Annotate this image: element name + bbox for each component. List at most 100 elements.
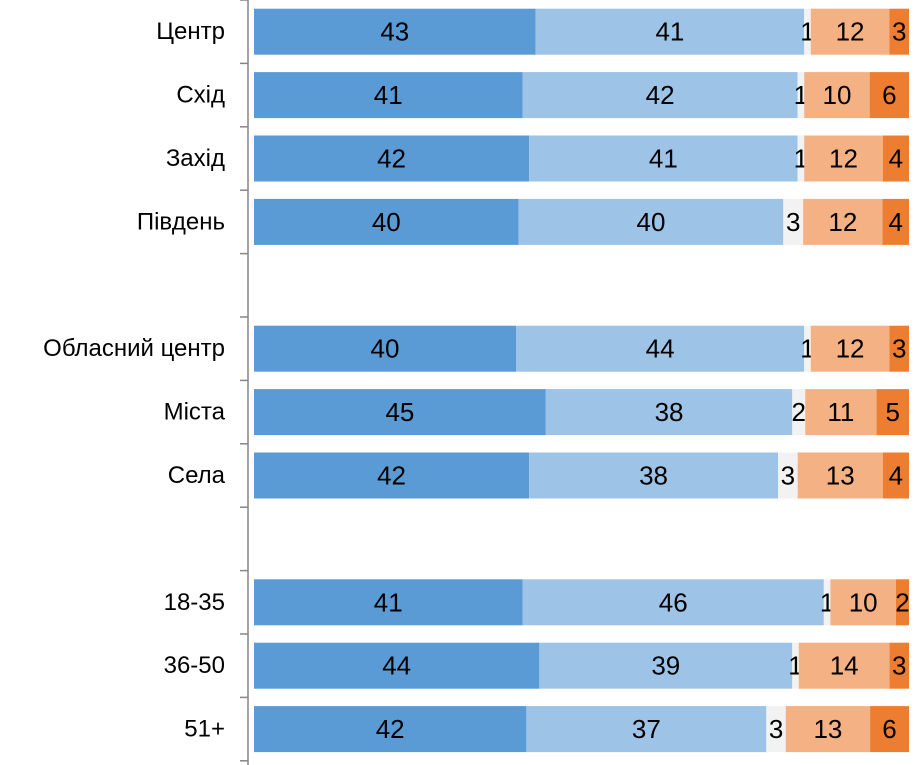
bar-segment [889,642,909,689]
category-label: Захід [166,145,225,172]
bar-segment [810,325,890,372]
data-label: 14 [830,651,859,681]
axis-ticks [240,0,248,762]
bar-segment [882,135,909,182]
data-label: 3 [892,334,906,364]
bar-segment [254,706,527,753]
bar-segment [798,642,890,689]
data-label: 41 [649,144,678,174]
bar-segment [869,72,909,119]
data-label: 41 [655,17,684,47]
data-label: 12 [828,207,857,237]
bar-segment [254,8,536,55]
data-label: 3 [786,207,800,237]
bar-segment [535,8,805,55]
bar-segment [522,72,798,119]
bar-segment [529,452,778,499]
bar-segment [889,325,909,372]
bar-segment [254,72,523,119]
bar-segment [516,325,805,372]
data-label: 43 [380,17,409,47]
category-label: Міста [164,399,226,426]
data-label: 6 [882,80,896,110]
data-label: 40 [637,207,666,237]
bar-segment [830,579,896,626]
data-label: 44 [646,334,675,364]
category-label: Села [168,462,226,489]
data-label: 3 [781,461,795,491]
data-label: 38 [639,461,668,491]
bar-segment [518,198,784,245]
data-label: 2 [895,587,909,617]
bar-segment [804,8,811,55]
data-label: 13 [813,714,842,744]
bar-segment [254,198,519,245]
bar-segment [882,198,909,245]
bar-segment [539,642,793,689]
bar-segment [805,389,877,436]
data-label: 12 [836,334,865,364]
data-label: 39 [651,651,680,681]
category-label: Схід [176,82,225,109]
data-label: 41 [374,587,403,617]
bar-segment [526,706,767,753]
bar-segment [876,389,909,436]
data-label: 38 [655,397,684,427]
data-label: 11 [827,397,854,427]
bar-segment [797,135,805,182]
bar-segment [778,452,798,499]
bar-segment [783,198,804,245]
data-label: 6 [882,714,896,744]
bar-segment [895,579,909,626]
data-label: 40 [371,334,400,364]
bar-segment [254,579,523,626]
data-label: 3 [892,17,906,47]
bar-segment [870,706,909,753]
bar-segment [803,198,883,245]
data-label: 37 [632,714,661,744]
category-label: Обласний центр [43,335,225,362]
category-label: 51+ [184,716,225,743]
bar-segment [797,72,805,119]
data-label: 42 [377,461,406,491]
data-label: 45 [385,397,414,427]
data-label: 12 [836,17,865,47]
bar-segment [823,579,831,626]
data-label: 40 [372,207,401,237]
data-label: 41 [374,80,403,110]
data-label: 42 [376,714,405,744]
data-label: 13 [826,461,855,491]
bar-segment [254,325,516,372]
bar-segment [254,642,540,689]
bar-segment [766,706,786,753]
bar-segment [785,706,871,753]
bar-segment [804,135,883,182]
bar-segment [522,579,824,626]
bar-segment [792,389,806,436]
category-label: 36-50 [164,652,225,679]
category-label: Південь [137,208,225,235]
bar-segment [882,452,909,499]
data-label: 44 [382,651,411,681]
data-label: 4 [889,144,903,174]
bar-segment [889,8,909,55]
bar-segment [810,8,890,55]
bar-segment [804,325,811,372]
data-label: 2 [792,397,806,427]
bars-group: 43 41 1 12 341 42 1 10 642 41 1 12 440 40 3 12 440 44 1 12 3… [254,8,910,753]
category-labels: Центр Схід Захід Південь Обласний центр Міста… [43,18,225,742]
data-label: 42 [377,144,406,174]
data-label: 4 [889,461,903,491]
category-label: Центр [156,18,225,45]
bar-segment [254,135,530,182]
bar-segment [254,452,530,499]
bar-segment [545,389,793,436]
data-label: 4 [889,207,903,237]
data-label: 3 [892,651,906,681]
bar-segment [792,642,799,689]
data-label: 10 [849,587,878,617]
bar-segment [254,389,546,436]
data-label: 46 [659,587,688,617]
data-label: 3 [769,714,783,744]
